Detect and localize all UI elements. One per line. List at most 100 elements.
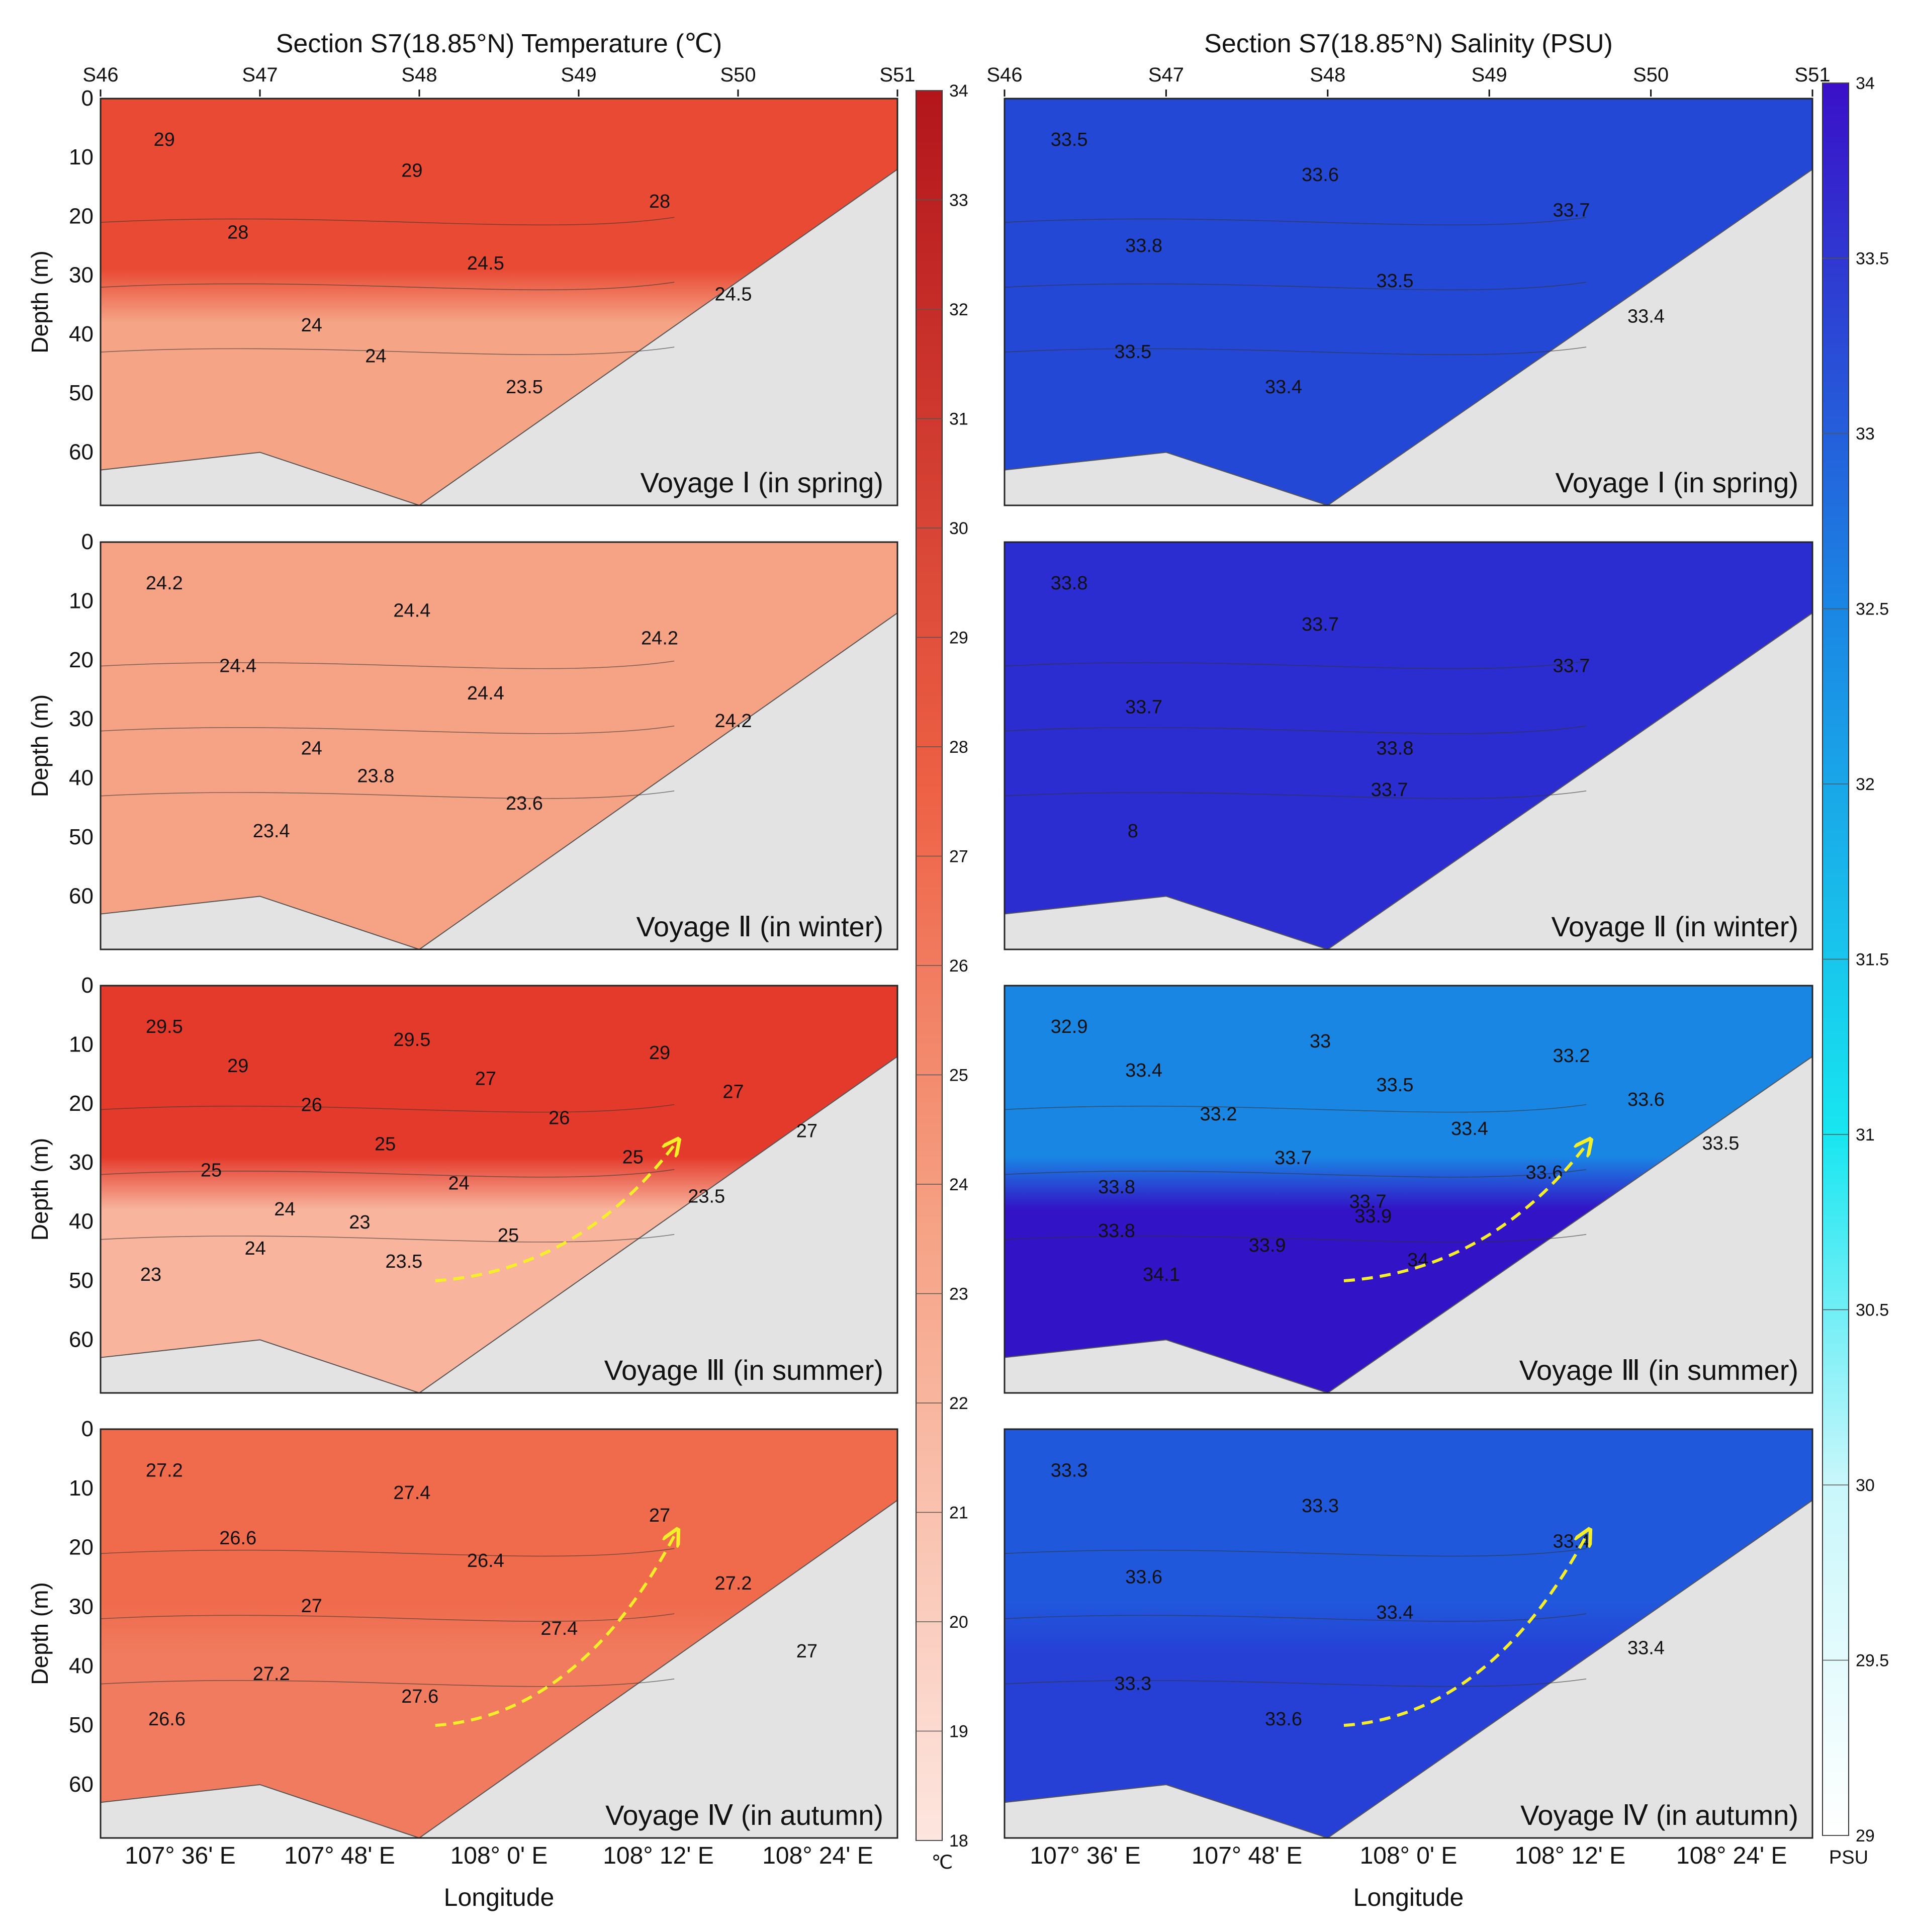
contour-label: 29.5	[146, 1016, 183, 1037]
x-tick-label: 108° 0' E	[1360, 1842, 1458, 1869]
y-axis-label: Depth (m)	[27, 250, 53, 353]
contour-label: 33.3	[1051, 1460, 1088, 1481]
contour-label: 27	[722, 1082, 744, 1103]
contour-line	[1004, 725, 1587, 734]
contour-label: 29	[154, 129, 175, 150]
colorbar-unit: ℃	[932, 1852, 953, 1873]
contour-label: 33.9	[1249, 1235, 1286, 1256]
contour-label: 33.4	[1265, 377, 1302, 398]
panel-title: Voyage Ⅳ (in autumn)	[605, 1799, 883, 1831]
contour-label: 25	[498, 1225, 519, 1246]
contour-label: 27.4	[393, 1482, 430, 1504]
colorbar-tick-label: 31	[1856, 1125, 1875, 1145]
colorbar-tick-label: 30.5	[1856, 1301, 1889, 1320]
contour-line	[100, 1104, 675, 1113]
y-tick-label: 60	[69, 884, 94, 908]
panel-2: 33.8 33.7 33.7 33.7 33.8 33.7 8 Voyage Ⅱ (in wi…	[1004, 541, 1813, 950]
contour-label: 33.5	[1114, 341, 1151, 363]
x-tick-label: 108° 24' E	[762, 1842, 873, 1869]
contour-label: 24.4	[467, 683, 504, 704]
panel-4: 27.2 27.4 27 26.6 26.4 27.2 27 27.4 27 27.2 27.6 26…	[27, 1417, 898, 1839]
colorbar-tick-label: 26	[949, 956, 968, 976]
y-tick-label: 10	[69, 588, 94, 613]
colorbar-tick-label: 21	[949, 1504, 968, 1523]
x-tick-label: 107° 48' E	[284, 1842, 395, 1869]
colorbar: 29 29.5 30 30.5 31 31.5 32 32.5 33 33.5 34 PSU	[1822, 74, 1889, 1868]
colorbar-unit: PSU	[1829, 1847, 1868, 1868]
y-tick-label: 0	[81, 530, 94, 554]
contour-label: 27.4	[540, 1618, 578, 1639]
contour-label: 23.4	[253, 821, 290, 842]
flow-arrow	[435, 1536, 674, 1727]
contour-label: 24.2	[715, 711, 752, 732]
x-axis-label: Longitude	[444, 1883, 555, 1911]
colorbar-tick-label: 31.5	[1856, 950, 1889, 970]
contour-line	[1004, 1104, 1587, 1113]
station-label: S46	[986, 64, 1022, 86]
colorbar-tick-label: 23	[949, 1285, 968, 1304]
contour-label: 27.2	[146, 1460, 183, 1481]
panel-2: 24.2 24.4 24.2 24.4 24.4 24.2 24 23.8 23.6 23.4 0 1…	[27, 530, 898, 950]
station-label: S48	[401, 64, 437, 86]
x-tick-label: 107° 48' E	[1192, 1842, 1303, 1869]
contour-label: 24	[245, 1238, 266, 1259]
contour-label: 28	[649, 191, 670, 212]
x-axis-label: Longitude	[1353, 1883, 1464, 1911]
contour-line	[100, 1548, 675, 1557]
contour-label: 33.8	[1125, 235, 1162, 256]
station-label: S48	[1310, 64, 1345, 86]
colorbar-tick-label: 33.5	[1856, 249, 1889, 269]
colorbar-tick-label: 31	[949, 410, 968, 429]
contour-label: 23.5	[385, 1251, 422, 1272]
y-tick-label: 40	[69, 1209, 94, 1234]
x-tick-label: 108° 12' E	[1515, 1842, 1626, 1869]
colorbar-tick-label: 32	[949, 300, 968, 319]
y-tick-label: 30	[69, 263, 94, 288]
colorbar-tick-label: 20	[949, 1613, 968, 1632]
panel-1: 33.5 33.6 33.7 33.8 33.5 33.4 33.5 33.4 Voyage Ⅰ…	[1004, 98, 1813, 506]
contour-label: 24	[301, 738, 322, 759]
contour-label: 29.5	[393, 1029, 430, 1050]
contour-label: 33.4	[1125, 1060, 1162, 1081]
colorbar-tick-label: 29	[1856, 1826, 1875, 1846]
contour-label: 26	[549, 1108, 570, 1129]
contour-label: 26	[301, 1095, 322, 1116]
contour-line	[100, 790, 675, 799]
contour-label: 29	[649, 1042, 670, 1064]
contour-label: 33.7	[1371, 779, 1408, 801]
contour-line	[100, 1613, 675, 1622]
contour-label: 24	[365, 346, 386, 367]
colorbar-tick-label: 19	[949, 1722, 968, 1741]
contour-label: 33.7	[1274, 1148, 1312, 1169]
x-tick-label: 107° 36' E	[1030, 1842, 1141, 1869]
contour-label: 33.2	[1553, 1045, 1590, 1067]
colorbar-tick-label: 33	[1856, 424, 1875, 444]
contour-label: 33.5	[1702, 1133, 1739, 1154]
chart-title: Section S7(18.85°N) Temperature (℃)	[276, 29, 722, 58]
contour-label: 33.7	[1553, 655, 1590, 676]
colorbar-tick-label: 30	[949, 519, 968, 538]
y-axis-label: Depth (m)	[27, 1582, 53, 1685]
panel-3: 32.93333.233.433.533.633.233.433.533.733…	[1004, 985, 1813, 1394]
contour-label: 33.3	[1302, 1496, 1339, 1517]
y-tick-label: 60	[69, 1772, 94, 1797]
y-axis-label: Depth (m)	[27, 694, 53, 797]
y-tick-label: 30	[69, 707, 94, 731]
contour-label: 32.9	[1051, 1016, 1088, 1037]
flow-arrow	[1343, 1145, 1586, 1282]
y-tick-label: 0	[81, 1417, 94, 1441]
colorbar-tick-label: 30	[1856, 1476, 1875, 1495]
colorbar-tick-label: 33	[949, 191, 968, 210]
colorbar-tick-label: 28	[949, 738, 968, 757]
y-tick-label: 40	[69, 1653, 94, 1678]
y-tick-label: 20	[69, 1091, 94, 1116]
contour-line	[1004, 1548, 1587, 1557]
panel-frame	[100, 541, 898, 950]
contour-label: 33.2	[1200, 1104, 1237, 1125]
panel-frame	[100, 1428, 898, 1839]
y-tick-label: 50	[69, 1713, 94, 1737]
contour-label: 33.7	[1553, 200, 1590, 221]
contour-line	[1004, 346, 1587, 356]
contour-line	[1004, 1169, 1587, 1178]
